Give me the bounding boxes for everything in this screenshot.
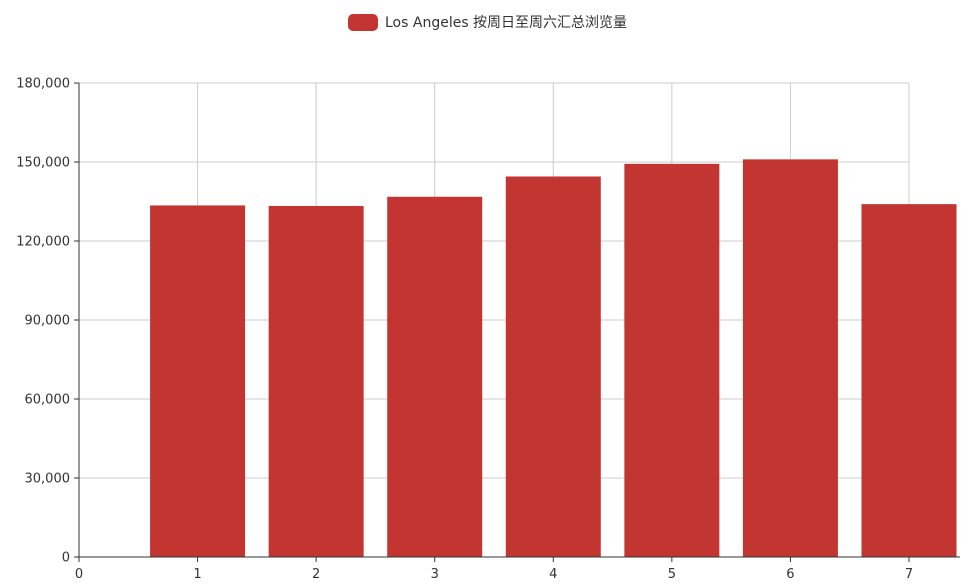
x-tick-label-0: 0 (75, 567, 83, 582)
bar-1[interactable] (150, 205, 246, 557)
y-tick-label-2: 60,000 (25, 393, 71, 408)
legend-label[interactable]: Los Angeles 按周日至周六汇总浏览量 (385, 15, 627, 31)
x-tick-labels: 0 1 2 3 4 5 6 7 (75, 567, 913, 582)
y-tick-labels: 0 30,000 60,000 90,000 120,000 150,000 180,000 (16, 77, 70, 566)
bar-6[interactable] (742, 159, 838, 557)
y-tick-label-4: 120,000 (16, 235, 70, 250)
axes (74, 82, 960, 562)
y-tick-label-3: 90,000 (25, 314, 71, 329)
x-tick-label-7: 7 (905, 567, 913, 582)
x-tick-label-5: 5 (668, 567, 676, 582)
bar-4[interactable] (505, 176, 601, 557)
bars (150, 159, 957, 558)
y-tick-label-0: 0 (62, 551, 70, 566)
x-tick-label-2: 2 (312, 567, 320, 582)
x-tick-label-4: 4 (549, 567, 557, 582)
bar-5[interactable] (624, 163, 720, 558)
y-tick-label-6: 180,000 (16, 77, 70, 92)
x-tick-label-3: 3 (431, 567, 439, 582)
bar-2[interactable] (268, 205, 364, 557)
y-tick-label-5: 150,000 (16, 156, 70, 171)
bar-7[interactable] (861, 204, 957, 557)
y-tick-label-1: 30,000 (25, 472, 71, 487)
x-tick-label-6: 6 (786, 567, 794, 582)
bar-3[interactable] (387, 196, 483, 557)
legend[interactable]: Los Angeles 按周日至周六汇总浏览量 (348, 14, 627, 31)
x-tick-label-1: 1 (193, 567, 201, 582)
legend-swatch[interactable] (348, 14, 378, 31)
